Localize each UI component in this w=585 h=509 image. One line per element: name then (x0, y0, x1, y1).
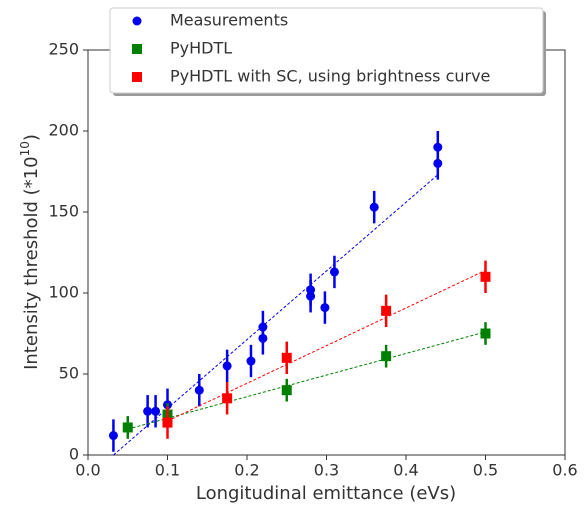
x-tick-label: 0.3 (314, 461, 339, 480)
plot-frame (87, 49, 566, 456)
point (222, 361, 232, 371)
point (381, 305, 392, 316)
point (306, 291, 316, 301)
point (108, 431, 118, 441)
x-tick-label: 0.6 (552, 461, 577, 480)
point (246, 356, 256, 366)
y-tick-label: 250 (48, 40, 79, 59)
point (329, 267, 339, 277)
legend-label: PyHDTL with SC, using brightness curve (170, 67, 490, 86)
y-label-exp: 10 (18, 141, 32, 156)
x-tick-label: 0.5 (473, 461, 498, 480)
point (281, 352, 292, 363)
y-label-base: Intensity threshold (*10 (21, 156, 42, 370)
y-tick-label: 50 (59, 364, 79, 383)
legend-marker (132, 16, 142, 26)
point (320, 303, 330, 313)
y-tick-label: 100 (48, 283, 79, 302)
point (480, 271, 491, 282)
y-tick-label: 0 (69, 445, 79, 464)
x-tick-label: 0.2 (234, 461, 259, 480)
x-tick-label: 0.4 (393, 461, 418, 480)
point (369, 202, 379, 212)
y-tick-label: 150 (48, 202, 79, 221)
point (194, 385, 204, 395)
point (122, 422, 133, 433)
legend-marker (132, 72, 142, 82)
point (222, 393, 233, 404)
point (151, 406, 161, 416)
legend-label: PyHDTL (170, 39, 232, 58)
point (381, 351, 392, 362)
fit-line (127, 331, 486, 430)
y-tick-label: 200 (48, 121, 79, 140)
point (162, 417, 173, 428)
point (143, 406, 153, 416)
x-axis-label: Longitudinal emittance (eVs) (196, 483, 456, 504)
legend-label: Measurements (170, 11, 288, 30)
fit-line (167, 269, 486, 422)
point (433, 158, 443, 168)
x-tick-label: 0.1 (155, 461, 180, 480)
legend-marker (132, 44, 142, 54)
y-axis-label: Intensity threshold (*1010) (18, 134, 43, 370)
point (480, 328, 491, 339)
point (258, 333, 268, 343)
y-label-end: ) (21, 134, 42, 141)
point (281, 385, 292, 396)
x-tick-label: 0.0 (75, 461, 100, 480)
legend (109, 7, 544, 94)
